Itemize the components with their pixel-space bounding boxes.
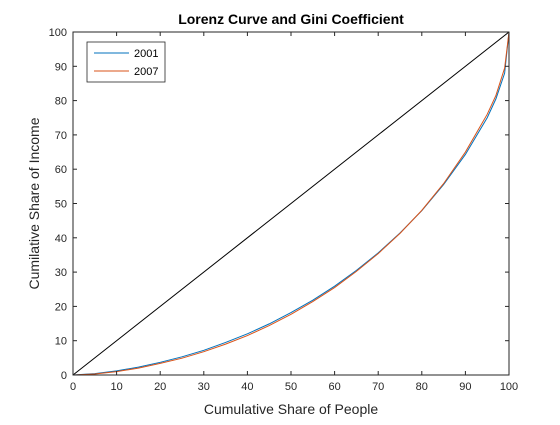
y-tick-label: 30 [55, 267, 67, 279]
x-tick-label: 80 [416, 381, 428, 393]
series-line-2007 [72, 31, 510, 376]
x-tick-label: 40 [241, 381, 253, 393]
x-axis-label: Cumulative Share of People [204, 401, 379, 417]
y-tick-label: 70 [55, 130, 67, 142]
x-tick-label: 90 [459, 381, 471, 393]
legend: 2001 2007 [86, 41, 166, 83]
y-axis-label: Cumilative Share of Income [26, 117, 42, 289]
y-tick-label: 20 [55, 301, 67, 313]
y-tick-label: 100 [49, 27, 67, 39]
axes-box [72, 31, 510, 376]
x-tick-label: 20 [154, 381, 166, 393]
x-tick-label: 10 [110, 381, 122, 393]
x-tick-label: 60 [328, 381, 340, 393]
y-tick-label: 90 [55, 61, 67, 73]
legend-box [86, 41, 166, 83]
y-tick-label: 50 [55, 199, 67, 211]
y-tick-label: 80 [55, 96, 67, 108]
x-tick-label: 100 [500, 381, 518, 393]
x-tick-label: 0 [70, 381, 76, 393]
y-tick-label: 10 [55, 336, 67, 348]
equality-line [72, 31, 510, 376]
legend-label-2001: 2001 [134, 48, 158, 60]
y-tick-label: 40 [55, 233, 67, 245]
series-line-2001 [72, 31, 510, 376]
chart-title: Lorenz Curve and Gini Coefficient [178, 11, 404, 27]
y-tick-label: 60 [55, 164, 67, 176]
legend-label-2007: 2007 [134, 66, 158, 78]
x-tick-label: 70 [372, 381, 384, 393]
y-tick-label: 0 [61, 370, 67, 382]
series-layer [72, 31, 510, 376]
x-tick-label: 50 [285, 381, 297, 393]
ticks-layer: 0 10 20 30 40 50 60 70 80 90 100 0 10 20 30 40 50 60 70 80 9… [49, 27, 519, 393]
x-tick-label: 30 [198, 381, 210, 393]
